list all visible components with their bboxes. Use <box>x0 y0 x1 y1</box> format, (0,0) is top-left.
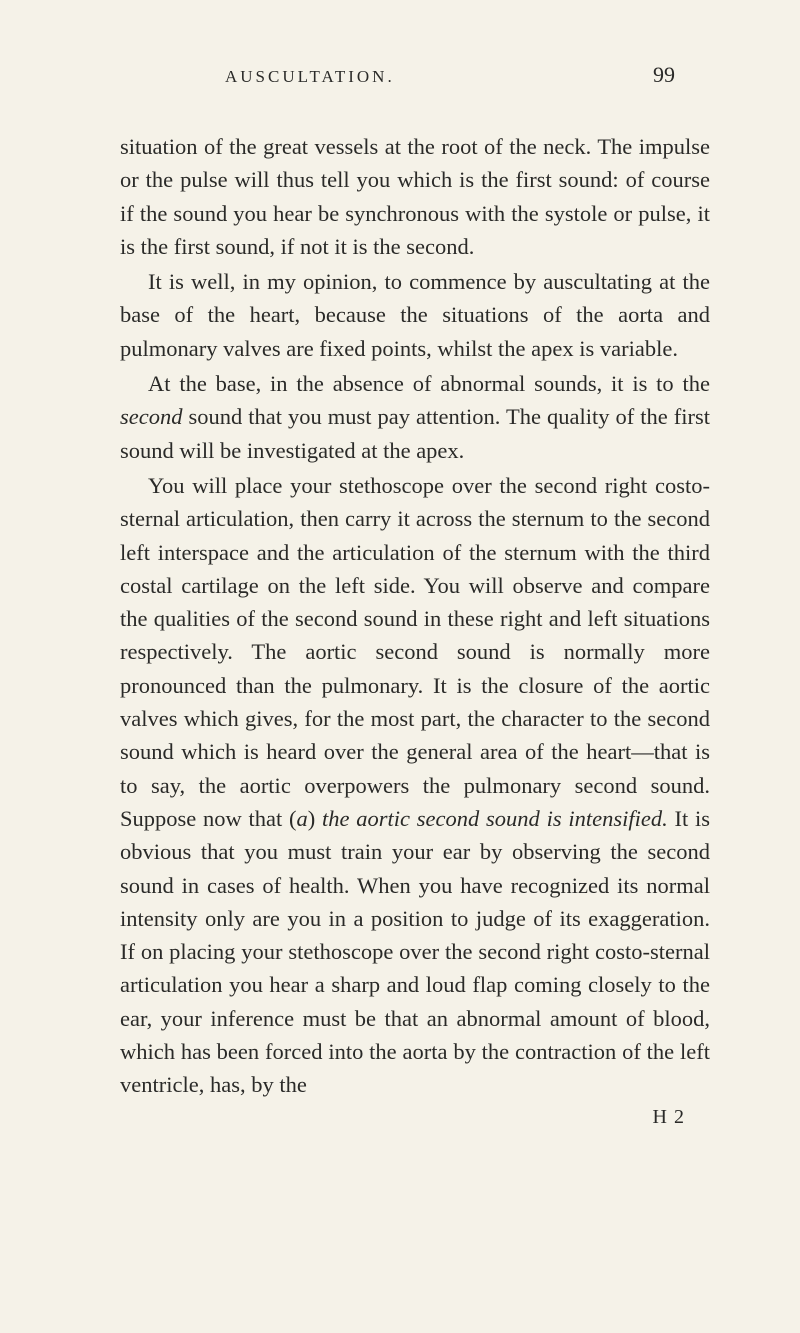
body-run: ) <box>308 806 322 831</box>
page-number: 99 <box>653 62 675 88</box>
body-run: sound that you must pay attention. The q… <box>120 404 710 462</box>
paragraph: At the base, in the absence of abnormal … <box>120 367 710 467</box>
italic-text: the aortic second sound is intensified. <box>322 806 668 831</box>
body-run: At the base, in the absence of abnormal … <box>148 371 710 396</box>
paragraph: You will place your stethoscope over the… <box>120 469 710 1102</box>
body-run: You will place your stethoscope over the… <box>120 473 710 831</box>
body-run: It is obvious that you must train your e… <box>120 806 710 1097</box>
italic-text: second <box>120 404 182 429</box>
page-container: AUSCULTATION. 99 situation of the great … <box>0 0 800 1179</box>
italic-text: a <box>297 806 308 831</box>
header-title: AUSCULTATION. <box>225 67 395 87</box>
paragraph: It is well, in my opinion, to commence b… <box>120 265 710 365</box>
signature-mark: H 2 <box>120 1106 710 1129</box>
body-run: It is well, in my opinion, to commence b… <box>120 269 710 361</box>
body-run: situation of the great vessels at the ro… <box>120 134 710 259</box>
body-text: situation of the great vessels at the ro… <box>120 130 710 1102</box>
paragraph: situation of the great vessels at the ro… <box>120 130 710 263</box>
page-header: AUSCULTATION. 99 <box>120 62 710 88</box>
